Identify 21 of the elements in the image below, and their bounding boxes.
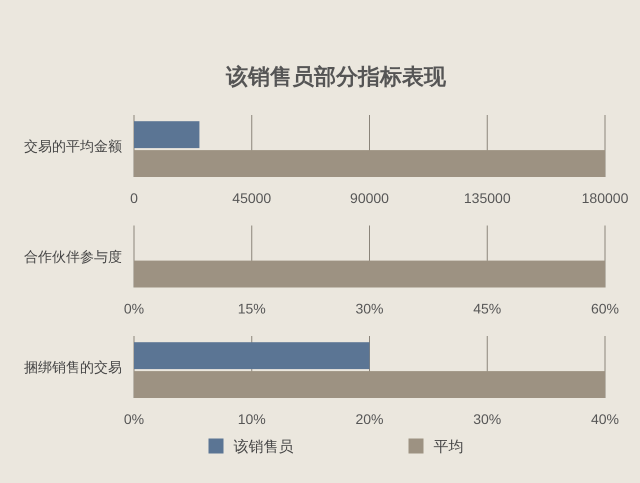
y-tick-label: 合作伙伴参与度: [24, 248, 122, 264]
x-tick-label: 40%: [590, 411, 620, 427]
x-tick-label: 45000: [232, 190, 272, 206]
legend-label: 该销售员: [234, 438, 294, 456]
x-tick-label: 0: [130, 190, 138, 206]
chart-title: 该销售员部分指标表现: [225, 64, 447, 89]
x-tick-label: 180000: [582, 190, 629, 206]
x-tick-label: 135000: [464, 190, 511, 206]
x-tick-label: 0%: [124, 411, 144, 427]
x-tick-label: 10%: [238, 411, 266, 427]
x-tick-label: 90000: [350, 190, 390, 206]
legend-label: 平均: [434, 438, 464, 456]
y-tick-label: 捆绑销售的交易: [24, 359, 122, 375]
x-tick-label: 60%: [590, 300, 620, 316]
x-tick-label: 30%: [473, 411, 502, 427]
x-tick-label: 20%: [355, 411, 384, 427]
x-tick-label: 0%: [124, 300, 144, 316]
x-tick-label: 15%: [238, 300, 266, 316]
y-tick-label: 交易的平均金额: [24, 138, 122, 154]
x-tick-label: 45%: [473, 300, 502, 316]
x-tick-label: 30%: [355, 300, 384, 316]
